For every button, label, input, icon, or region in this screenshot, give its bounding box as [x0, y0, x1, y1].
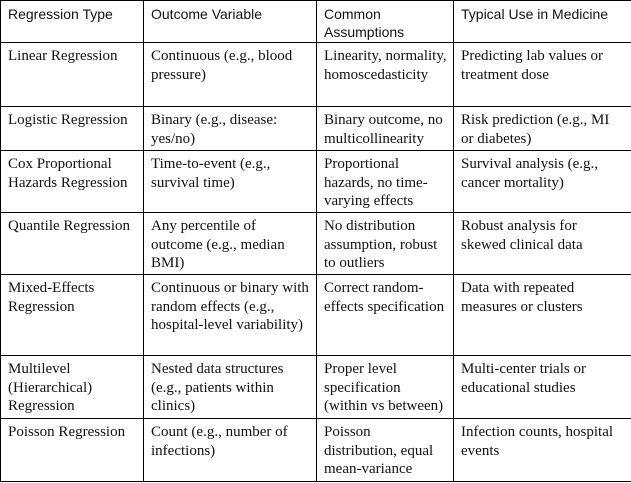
table-cell: Mixed-Effects Regression: [0, 274, 144, 356]
table-cell: Linear Regression: [0, 42, 144, 107]
table-cell: Risk prediction (e.g., MI or diabetes): [453, 106, 631, 151]
table-cell: Nested data structures (e.g., patients w…: [143, 355, 317, 419]
table-cell: Correct random-effects specification: [316, 274, 454, 356]
table-cell: Robust analysis for skewed clinical data: [453, 212, 631, 275]
table-cell: Poisson Regression: [0, 418, 144, 482]
table-row: Mixed-Effects Regression Continuous or bi…: [0, 274, 631, 356]
table-body: Linear Regression Continuous (e.g., blood…: [0, 42, 631, 482]
header-cell: Typical Use in Medicine: [453, 0, 631, 43]
table-cell: Proportional hazards, no time-varying ef…: [316, 150, 454, 213]
table-cell: No distribution assumption, robust to ou…: [316, 212, 454, 275]
table-cell: Binary outcome, no multicollinearity: [316, 106, 454, 151]
header-cell: Outcome Variable: [143, 0, 317, 43]
table-cell: Poisson distribution, equal mean-varianc…: [316, 418, 454, 482]
table-cell: Infection counts, hospital events: [453, 418, 631, 482]
table-row: Poisson Regression Count (e.g., number of…: [0, 418, 631, 482]
table-row: Linear Regression Continuous (e.g., blood…: [0, 42, 631, 107]
table-cell: Quantile Regression: [0, 212, 144, 275]
table-cell: Predicting lab values or treatment dose: [453, 42, 631, 107]
header-row: Regression Type Outcome Variable Common As…: [0, 0, 631, 43]
table-cell: Multi-center trials or educational studi…: [453, 355, 631, 419]
table-row: Logistic Regression Binary (e.g., disease…: [0, 106, 631, 151]
table-cell: Binary (e.g., disease: yes/no): [143, 106, 317, 151]
table-cell: Time-to-event (e.g., survival time): [143, 150, 317, 213]
table-cell: Multilevel (Hierarchical) Regression: [0, 355, 144, 419]
table-cell: Count (e.g., number of infections): [143, 418, 317, 482]
table-cell: Continuous or binary with random effects…: [143, 274, 317, 356]
table-cell: Survival analysis (e.g., cancer mortalit…: [453, 150, 631, 213]
table-row: Multilevel (Hierarchical) Regression Nest…: [0, 355, 631, 419]
table-cell: Proper level specification (within vs be…: [316, 355, 454, 419]
table-row: Quantile Regression Any percentile of out…: [0, 212, 631, 275]
header-cell: Common Assumptions: [316, 0, 454, 43]
table-cell: Cox Proportional Hazards Regression: [0, 150, 144, 213]
table-cell: Logistic Regression: [0, 106, 144, 151]
header-cell: Regression Type: [0, 0, 144, 43]
table-cell: Data with repeated measures or clusters: [453, 274, 631, 356]
table-cell: Any percentile of outcome (e.g., median …: [143, 212, 317, 275]
table-cell: Continuous (e.g., blood pressure): [143, 42, 317, 107]
table-cell: Linearity, normality, homoscedasticity: [316, 42, 454, 107]
table-row: Cox Proportional Hazards Regression Time-…: [0, 150, 631, 213]
